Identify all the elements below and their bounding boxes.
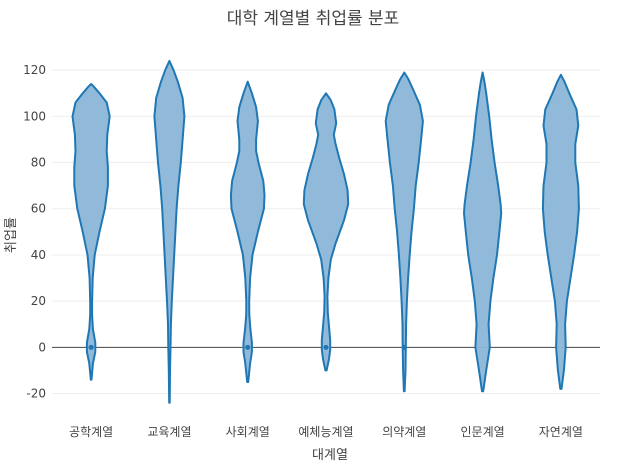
x-category-label: 예체능계열 <box>298 425 353 439</box>
median-marker <box>245 344 251 350</box>
y-tick-label: 80 <box>31 156 46 170</box>
x-category-label: 자연계열 <box>539 425 583 439</box>
y-tick-label: 60 <box>31 202 46 216</box>
y-tick-label: 120 <box>23 63 46 77</box>
x-category-label: 사회계열 <box>226 425 270 439</box>
violin-교육계열 <box>153 59 186 404</box>
violin-자연계열 <box>541 73 580 390</box>
y-axis-title: 취업률 <box>4 217 19 253</box>
y-tick-label: -20 <box>26 387 46 401</box>
violin-인문계열 <box>463 71 503 393</box>
violins <box>71 59 580 404</box>
y-tick-label: 100 <box>23 109 46 123</box>
median-marker <box>323 344 329 350</box>
chart-title: 대학 계열별 취업률 분포 <box>227 9 400 29</box>
x-category-label: 공학계열 <box>69 425 113 439</box>
violin-의약계열 <box>384 71 424 393</box>
violin-사회계열 <box>229 80 266 383</box>
x-category-label: 교육계열 <box>147 425 191 439</box>
y-tick-labels: -20 0 20 40 60 80 100 120 <box>23 63 46 400</box>
x-category-label: 인문계열 <box>460 425 504 439</box>
y-tick-label: 40 <box>31 248 46 262</box>
violin-공학계열 <box>71 83 111 381</box>
violin-예체능계열 <box>302 92 350 372</box>
x-category-labels: 공학계열 교육계열 사회계열 예체능계열 의약계열 인문계열 자연계열 <box>69 424 583 439</box>
y-tick-label: 20 <box>31 294 46 308</box>
median-marker <box>401 344 407 350</box>
x-axis-title: 대계열 <box>312 448 348 463</box>
median-marker <box>88 344 94 350</box>
x-category-label: 의약계열 <box>382 424 426 439</box>
y-tick-label: 0 <box>38 340 46 354</box>
